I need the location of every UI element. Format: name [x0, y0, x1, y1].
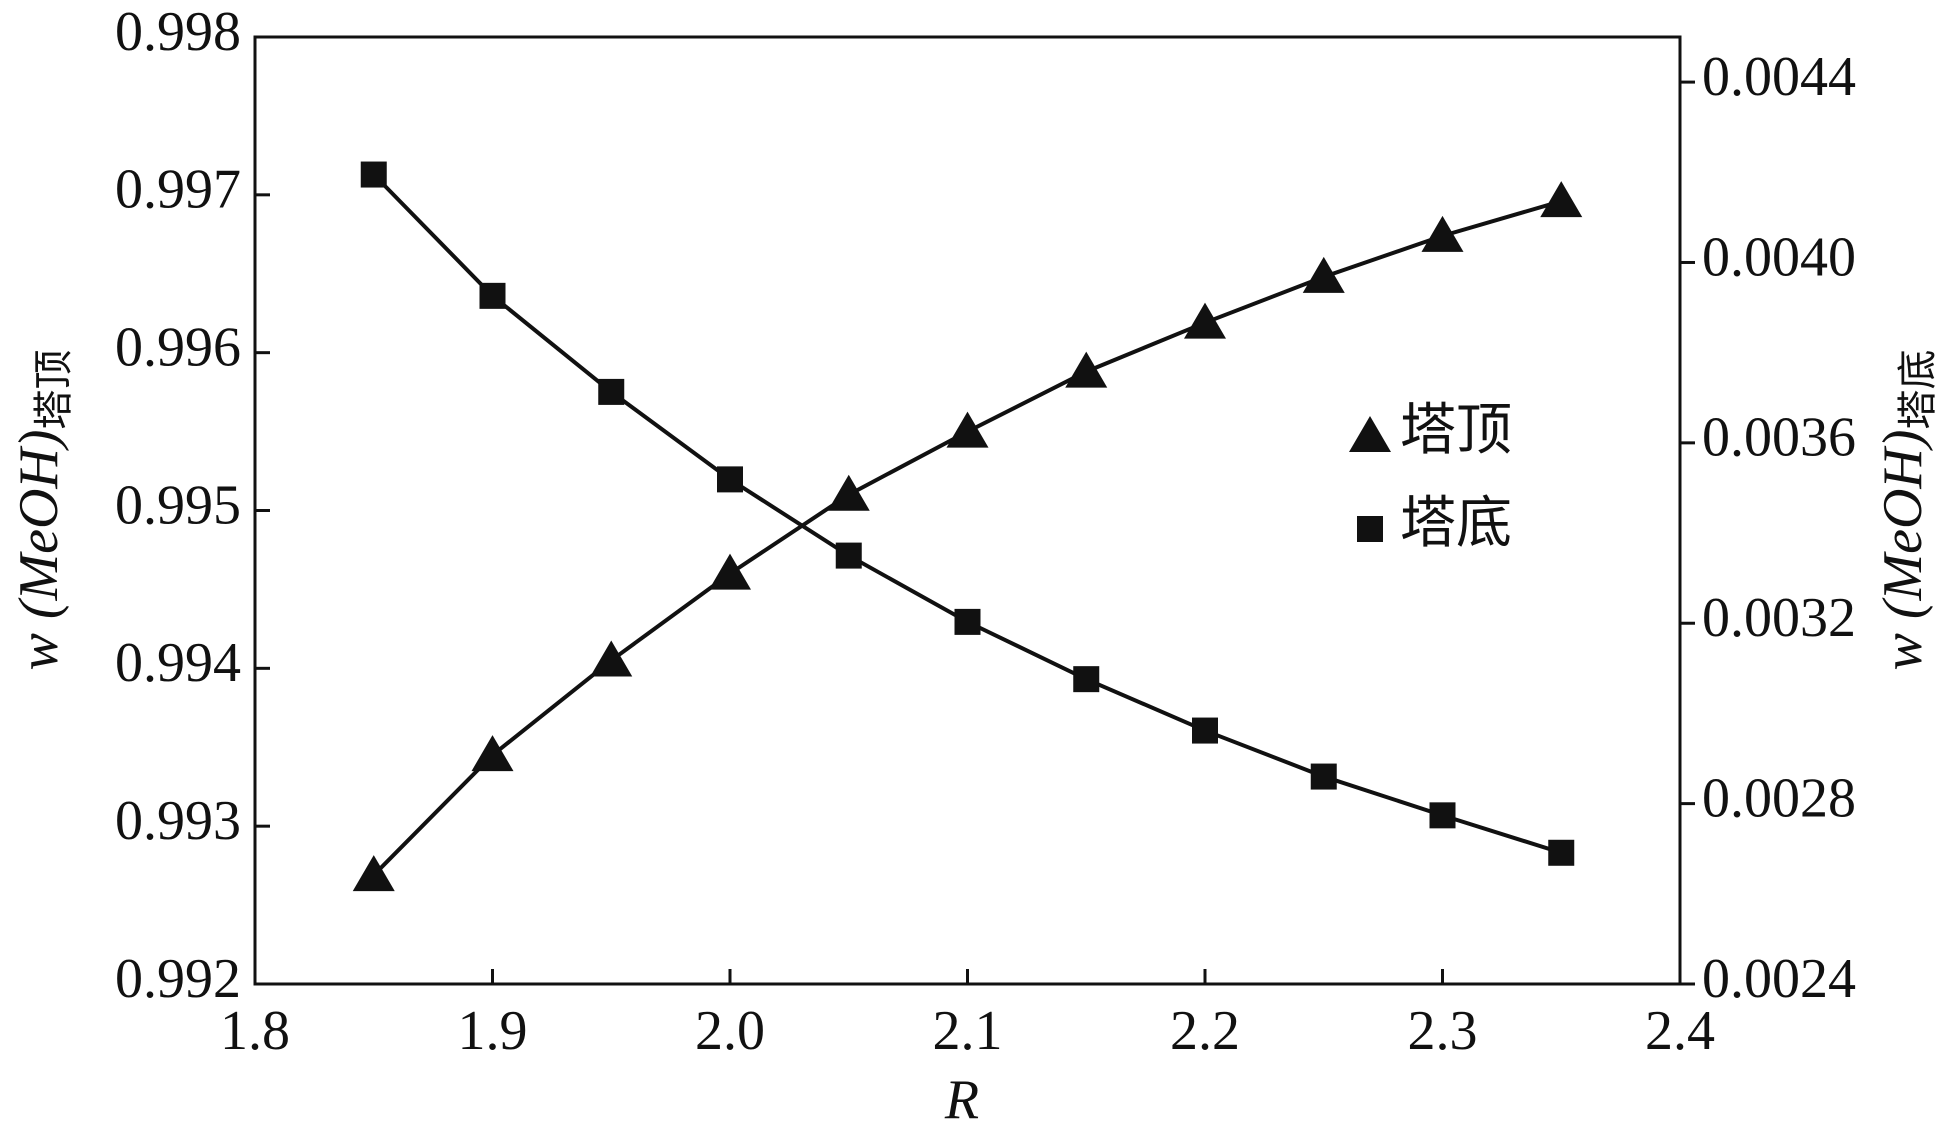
- data-point: [360, 161, 387, 188]
- y-tick-label: 0.998: [115, 1, 241, 63]
- data-point: [1421, 215, 1464, 252]
- data-point: [827, 474, 870, 511]
- data-point: [954, 608, 981, 635]
- data-point: [598, 378, 625, 405]
- y-axis-label-main: w (MeOH): [8, 429, 70, 670]
- y2-axis-label: w (MeOH)塔底: [1872, 349, 1940, 670]
- x-tick-label: 2.2: [1170, 1000, 1240, 1062]
- x-tick-label: 1.8: [220, 1000, 290, 1062]
- y-tick-label: 0.996: [115, 317, 241, 379]
- data-point: [1310, 763, 1337, 790]
- y2-axis-label-main: w (MeOH): [1872, 429, 1934, 670]
- data-point: [1065, 351, 1108, 388]
- data-point: [352, 855, 395, 892]
- x-axis-label: R: [944, 1069, 979, 1131]
- y-tick-label: 0.994: [115, 632, 241, 694]
- data-point: [590, 640, 633, 677]
- y2-tick-label: 0.0036: [1702, 407, 1856, 469]
- legend-label: 塔底: [1400, 493, 1512, 555]
- x-tick-label: 2.1: [933, 1000, 1003, 1062]
- data-point: [709, 553, 751, 590]
- x-tick-label: 2.3: [1408, 1000, 1478, 1062]
- legend-marker: [1357, 516, 1383, 542]
- y2-axis-label-sub: 塔底: [1895, 349, 1940, 429]
- legend-marker: [1349, 416, 1391, 452]
- y-tick-label: 0.997: [115, 159, 241, 221]
- y2-tick-label: 0.0032: [1702, 587, 1856, 649]
- data-point: [471, 735, 514, 772]
- y-tick-label: 0.995: [115, 474, 241, 536]
- data-point: [1192, 717, 1218, 744]
- y2-tick-label: 0.0044: [1702, 46, 1856, 108]
- y-tick-label: 0.993: [115, 790, 241, 852]
- data-point: [946, 411, 989, 448]
- data-point: [1184, 302, 1226, 339]
- y-tick-label: 0.992: [115, 948, 241, 1010]
- data-point: [1073, 666, 1100, 693]
- data-point: [1429, 802, 1456, 829]
- data-point: [717, 466, 743, 493]
- y2-tick-label: 0.0028: [1702, 767, 1856, 829]
- data-point: [1548, 839, 1575, 866]
- y2-tick-label: 0.0040: [1702, 226, 1856, 288]
- data-point: [835, 542, 862, 569]
- data-point: [479, 282, 506, 309]
- y2-tick-label: 0.0024: [1702, 948, 1856, 1010]
- x-tick-label: 1.9: [458, 1000, 528, 1062]
- legend-label: 塔顶: [1400, 400, 1512, 462]
- x-tick-label: 2.4: [1645, 1000, 1715, 1062]
- data-point: [1302, 256, 1345, 293]
- series-line: [372, 199, 1562, 877]
- x-tick-label: 2.0: [695, 1000, 765, 1062]
- data-point: [1540, 181, 1583, 218]
- series-line: [372, 173, 1562, 855]
- y-axis-label: w (MeOH)塔顶: [8, 349, 76, 670]
- y-axis-label-sub: 塔顶: [31, 349, 76, 429]
